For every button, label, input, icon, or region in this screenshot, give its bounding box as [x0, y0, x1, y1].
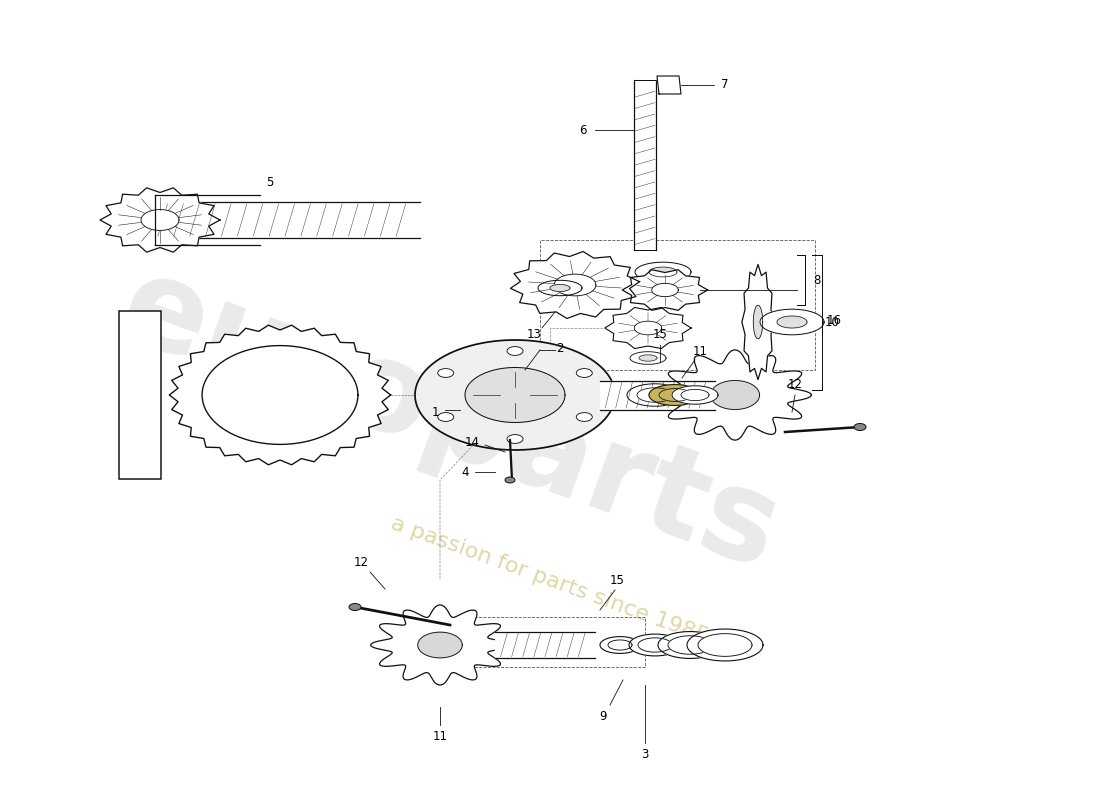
Text: 9: 9 [600, 710, 607, 723]
Polygon shape [554, 274, 596, 296]
Text: europarts: europarts [104, 245, 795, 595]
Polygon shape [630, 352, 666, 364]
Polygon shape [711, 381, 760, 410]
Polygon shape [538, 280, 582, 296]
Text: 6: 6 [580, 123, 586, 137]
Polygon shape [659, 350, 812, 440]
Polygon shape [649, 385, 701, 406]
Polygon shape [418, 632, 462, 658]
Text: 15: 15 [652, 329, 668, 342]
Ellipse shape [854, 423, 866, 430]
Polygon shape [627, 384, 683, 406]
Bar [540, 240, 815, 370]
Polygon shape [608, 640, 632, 650]
Polygon shape [550, 285, 570, 291]
Text: 15: 15 [609, 574, 625, 586]
Polygon shape [681, 390, 710, 401]
Bar [119, 311, 162, 478]
Polygon shape [495, 632, 595, 658]
Polygon shape [777, 316, 807, 328]
Polygon shape [605, 307, 691, 349]
Text: 11: 11 [693, 346, 707, 358]
Text: 2: 2 [557, 342, 563, 354]
Polygon shape [658, 631, 722, 658]
Ellipse shape [507, 434, 522, 443]
Ellipse shape [438, 369, 453, 378]
Polygon shape [141, 210, 179, 230]
Polygon shape [668, 636, 712, 654]
Ellipse shape [576, 413, 592, 422]
Text: a passion for parts since 1985: a passion for parts since 1985 [388, 513, 712, 647]
Polygon shape [688, 629, 763, 661]
Polygon shape [635, 262, 691, 282]
Ellipse shape [349, 603, 361, 610]
Polygon shape [629, 634, 681, 656]
Text: 11: 11 [432, 730, 448, 743]
Polygon shape [760, 310, 824, 334]
Polygon shape [415, 340, 615, 450]
Polygon shape [659, 389, 691, 402]
Polygon shape [649, 267, 676, 277]
Text: 5: 5 [266, 175, 274, 189]
Polygon shape [465, 367, 565, 422]
Polygon shape [638, 638, 672, 652]
Polygon shape [600, 381, 715, 410]
Polygon shape [100, 188, 220, 252]
Text: 12: 12 [788, 378, 803, 391]
Polygon shape [657, 76, 681, 94]
Polygon shape [639, 355, 657, 361]
Polygon shape [150, 202, 420, 238]
Polygon shape [623, 270, 707, 310]
Bar [430, 617, 645, 667]
Polygon shape [635, 321, 662, 335]
Text: 12: 12 [353, 555, 369, 569]
Polygon shape [637, 388, 673, 402]
Polygon shape [600, 637, 640, 654]
Polygon shape [651, 283, 679, 297]
Ellipse shape [576, 369, 592, 378]
Polygon shape [371, 605, 509, 685]
Text: 10: 10 [825, 315, 839, 329]
Text: 13: 13 [527, 329, 541, 342]
Text: 4: 4 [461, 466, 469, 478]
Polygon shape [698, 634, 752, 656]
Text: 7: 7 [722, 78, 728, 91]
Text: 1: 1 [431, 406, 439, 418]
Text: 14: 14 [464, 435, 480, 449]
Text: 3: 3 [641, 749, 649, 762]
Polygon shape [169, 325, 390, 465]
Polygon shape [741, 264, 774, 379]
Polygon shape [754, 306, 762, 338]
Polygon shape [202, 346, 358, 444]
Polygon shape [634, 80, 656, 250]
Polygon shape [510, 251, 639, 318]
Text: 8: 8 [813, 274, 821, 286]
Ellipse shape [507, 346, 522, 355]
Ellipse shape [505, 477, 515, 483]
Ellipse shape [438, 413, 453, 422]
Text: 16: 16 [826, 314, 842, 326]
Polygon shape [672, 386, 718, 404]
